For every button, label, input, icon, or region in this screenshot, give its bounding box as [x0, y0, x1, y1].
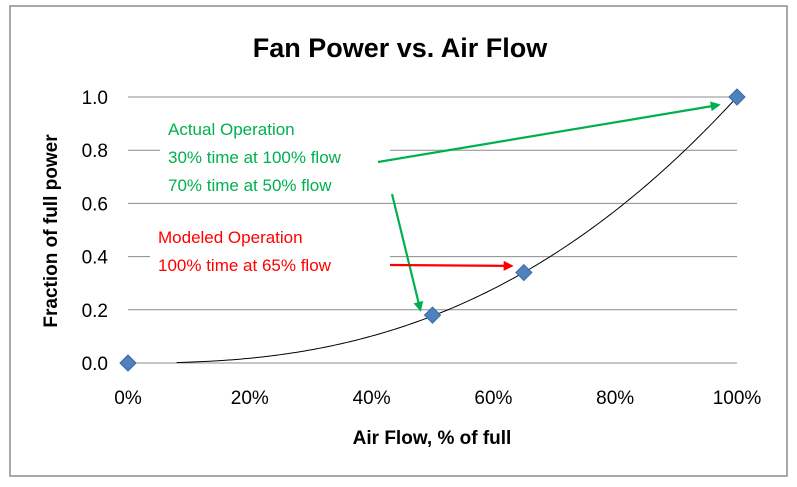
annotation-modeled-line-2: 100% time at 65% flow	[158, 256, 332, 275]
chart-border	[9, 5, 788, 477]
annotation-actual-line-1: Actual Operation	[168, 120, 295, 139]
data-point-0	[119, 354, 137, 372]
x-tick-label-0: 0%	[114, 388, 142, 409]
annotation-actual-line-3: 70% time at 50% flow	[168, 176, 332, 195]
arrow-actual-100	[377, 101, 721, 164]
annotation-backgrounds	[150, 112, 390, 280]
x-tick-label-2: 40%	[353, 388, 391, 409]
data-point-3	[728, 88, 746, 106]
data-point-1	[423, 306, 442, 324]
annotation-modeled-line-1: Modeled Operation	[158, 228, 303, 247]
chart-title: Fan Power vs. Air Flow	[253, 33, 549, 63]
annotation-actual-background	[160, 112, 390, 200]
y-tick-labels: 0.0 0.2 0.4 0.6 0.8 1.0	[82, 88, 109, 375]
x-tick-label-4: 80%	[596, 388, 634, 409]
y-tick-label-5: 1.0	[82, 88, 108, 109]
x-tick-label-1: 20%	[231, 388, 269, 409]
x-tick-label-5: 100%	[713, 388, 762, 409]
x-tick-labels: 0% 20% 40% 60% 80% 100%	[114, 388, 761, 409]
data-point-2	[515, 263, 533, 282]
annotation-modeled-background	[150, 222, 390, 280]
y-axis-label: Fraction of full power	[41, 134, 62, 328]
y-tick-label-1: 0.2	[82, 301, 108, 322]
data-points	[119, 88, 746, 372]
annotation-actual-line-2: 30% time at 100% flow	[168, 148, 342, 167]
arrow-actual-50	[390, 193, 424, 312]
arrow-modeled-65	[389, 260, 514, 271]
y-tick-label-3: 0.6	[82, 194, 108, 215]
annotation-actual: Actual Operation 30% time at 100% flow 7…	[168, 120, 342, 195]
y-tick-label-2: 0.4	[82, 248, 109, 269]
x-axis-label: Air Flow, % of full	[353, 428, 512, 449]
annotation-modeled: Modeled Operation 100% time at 65% flow	[158, 228, 332, 275]
x-tick-label-3: 60%	[474, 388, 512, 409]
y-tick-label-0: 0.0	[82, 354, 108, 375]
annotation-arrows	[377, 101, 721, 312]
y-tick-label-4: 0.8	[82, 141, 108, 162]
trendline	[176, 96, 738, 364]
